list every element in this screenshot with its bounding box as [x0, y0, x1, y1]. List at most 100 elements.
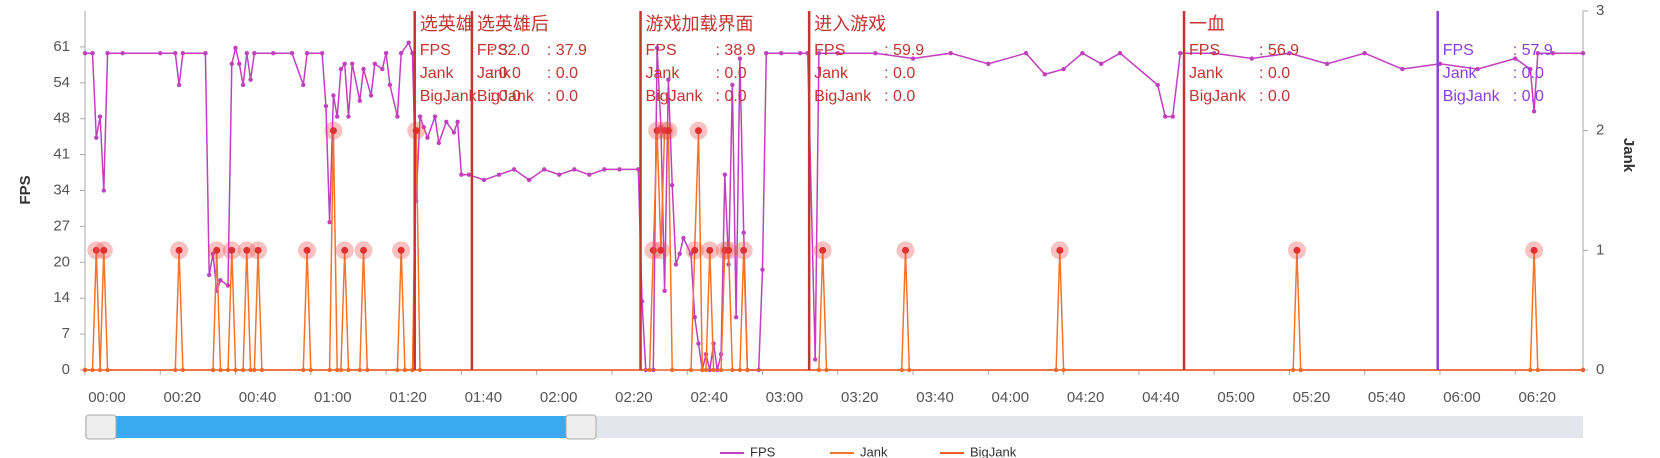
- y2-tick-label: 2: [1596, 122, 1604, 139]
- point: [357, 98, 362, 103]
- jank-point: [691, 246, 699, 254]
- point: [406, 40, 411, 45]
- point: [496, 172, 502, 177]
- point: [760, 267, 765, 272]
- x-tick-label: 01:40: [465, 389, 503, 406]
- x-tick-label: 01:00: [314, 389, 352, 406]
- x-tick-label: 06:00: [1443, 389, 1481, 406]
- point: [229, 61, 234, 66]
- point: [368, 93, 374, 98]
- zoom-range[interactable]: [100, 416, 580, 438]
- point: [270, 51, 276, 56]
- marker-field: Jank: [646, 65, 681, 82]
- point: [383, 51, 389, 56]
- point: [557, 172, 562, 177]
- y-tick-label: 7: [62, 325, 70, 342]
- point: [218, 278, 223, 283]
- point: [797, 51, 803, 56]
- jank-point: [902, 246, 910, 254]
- point: [1117, 51, 1123, 56]
- legend-label: FPS: [750, 444, 776, 458]
- zoom-handle[interactable]: [85, 414, 117, 440]
- point: [248, 77, 253, 82]
- point: [342, 61, 347, 66]
- point: [1163, 114, 1168, 119]
- marker-value: : 0.0: [490, 88, 521, 105]
- jank-point: [303, 246, 311, 254]
- jank-point: [740, 246, 748, 254]
- y-tick-label: 54: [53, 74, 70, 91]
- marker-value: : 56.9: [1259, 42, 1299, 59]
- marker-field: FPS: [646, 42, 677, 59]
- point: [910, 56, 916, 61]
- point: [733, 315, 739, 320]
- point: [737, 56, 743, 61]
- marker-value: : 0.0: [884, 65, 915, 82]
- point: [372, 61, 378, 66]
- point: [654, 45, 660, 51]
- point: [387, 82, 393, 88]
- jank-point: [1530, 246, 1538, 254]
- series-line: [85, 41, 1583, 371]
- point: [948, 51, 953, 56]
- jank-point: [706, 246, 714, 254]
- y2-tick-label: 0: [1596, 361, 1604, 378]
- y-tick-label: 0: [62, 361, 70, 378]
- x-tick-label: 00:40: [239, 389, 277, 406]
- point: [466, 172, 472, 177]
- jank-point: [254, 246, 262, 254]
- point: [1580, 367, 1586, 373]
- x-tick-label: 04:20: [1067, 389, 1105, 406]
- point: [233, 45, 238, 51]
- jank-point: [92, 246, 100, 254]
- jank-point: [329, 127, 337, 135]
- point: [816, 51, 822, 56]
- marker-value: : 59.9: [884, 42, 924, 59]
- point: [225, 283, 231, 288]
- point: [1513, 56, 1518, 61]
- zoom-handle[interactable]: [565, 414, 597, 440]
- point: [873, 51, 878, 56]
- marker-value: : 0.0: [547, 65, 578, 82]
- point: [173, 51, 178, 56]
- legend-label: BigJank: [970, 444, 1017, 458]
- point: [97, 114, 103, 119]
- point: [380, 66, 385, 72]
- point: [662, 288, 667, 294]
- point: [1550, 51, 1556, 56]
- point: [1475, 66, 1480, 72]
- point: [459, 172, 464, 177]
- y-tick-label: 61: [53, 38, 70, 55]
- jank-point: [695, 127, 703, 135]
- point: [417, 114, 423, 119]
- jank-point: [175, 246, 183, 254]
- x-tick-label: 06:20: [1518, 389, 1556, 406]
- point: [696, 341, 701, 346]
- point: [681, 235, 686, 241]
- point: [323, 103, 329, 109]
- point: [120, 51, 125, 56]
- point: [207, 272, 212, 278]
- marker-field: BigJank: [814, 88, 872, 105]
- jank-point: [360, 246, 368, 254]
- y-tick-label: 20: [53, 253, 70, 270]
- marker-value: : 0.0: [884, 88, 915, 105]
- point: [237, 61, 242, 66]
- marker-field: Jank: [814, 65, 849, 82]
- jank-point: [1293, 246, 1301, 254]
- point: [1023, 51, 1029, 56]
- point: [1400, 66, 1405, 72]
- point: [436, 140, 441, 146]
- point: [658, 124, 664, 130]
- point: [764, 51, 769, 56]
- point: [1249, 56, 1254, 61]
- marker-value: : 0.0: [547, 88, 578, 105]
- point: [158, 51, 163, 56]
- point: [541, 167, 547, 172]
- jank-point: [100, 246, 108, 254]
- point: [180, 51, 186, 56]
- jank-point: [657, 246, 665, 254]
- x-tick-label: 05:20: [1293, 389, 1331, 406]
- point: [1324, 61, 1330, 66]
- point: [176, 82, 182, 88]
